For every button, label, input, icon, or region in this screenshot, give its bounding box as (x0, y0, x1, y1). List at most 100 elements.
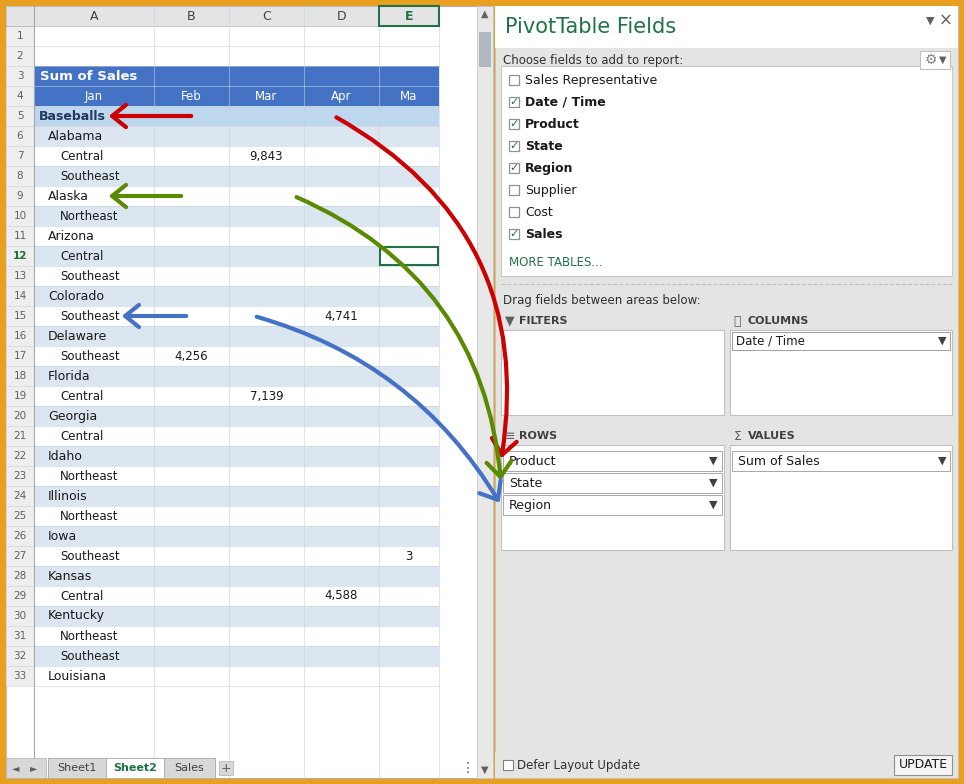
Text: 33: 33 (13, 671, 27, 681)
Bar (34, 406, 439, 426)
Text: 25: 25 (13, 511, 27, 521)
Text: ×: × (939, 12, 953, 30)
Text: 22: 22 (13, 451, 27, 461)
Text: Alaska: Alaska (48, 190, 89, 202)
Bar (34, 46, 439, 66)
Bar (6, 46, 34, 66)
Bar (34, 626, 439, 646)
Text: 11: 11 (13, 231, 27, 241)
Bar (34, 306, 439, 326)
Bar (34, 466, 439, 486)
Text: Sales Representative: Sales Representative (525, 74, 657, 86)
Bar (6, 26, 34, 46)
Bar (34, 246, 439, 266)
Text: 18: 18 (13, 371, 27, 381)
Bar (34, 326, 439, 346)
Bar (34, 606, 439, 626)
Bar (34, 666, 439, 686)
Text: ✓: ✓ (509, 229, 519, 239)
Bar (34, 66, 439, 86)
Text: 7: 7 (16, 151, 23, 161)
Text: Sum of Sales: Sum of Sales (737, 455, 819, 467)
Bar (34, 566, 439, 586)
Bar (509, 185, 519, 195)
Text: ≡: ≡ (505, 430, 516, 442)
Bar (501, 445, 724, 550)
Text: Date / Time: Date / Time (525, 96, 605, 108)
Text: 3: 3 (16, 71, 23, 81)
Bar (6, 466, 34, 486)
Text: Central: Central (60, 430, 103, 442)
Text: 2: 2 (16, 51, 23, 61)
Text: Central: Central (60, 249, 103, 263)
Bar (34, 206, 439, 226)
Bar (495, 6, 958, 778)
Bar (34, 546, 439, 566)
Text: 7,139: 7,139 (250, 390, 283, 402)
Text: Feb: Feb (181, 89, 201, 103)
Text: ◄: ◄ (13, 763, 19, 773)
Text: Arizona: Arizona (48, 230, 94, 242)
Text: Southeast: Southeast (60, 270, 120, 282)
Text: 12: 12 (13, 251, 27, 261)
Text: ⚙: ⚙ (924, 53, 937, 67)
Bar (34, 586, 439, 606)
Text: 8: 8 (16, 171, 23, 181)
Text: Region: Region (509, 499, 552, 511)
Text: 21: 21 (13, 431, 27, 441)
Bar (6, 486, 34, 506)
Text: 1: 1 (16, 31, 23, 41)
Text: ✓: ✓ (509, 141, 519, 151)
Bar (6, 6, 34, 26)
Bar (6, 346, 34, 366)
Bar (503, 451, 721, 471)
Bar (894, 755, 952, 775)
Text: Delaware: Delaware (48, 329, 107, 343)
Bar (6, 186, 34, 206)
Bar (6, 646, 34, 666)
Text: ✓: ✓ (509, 163, 519, 173)
Text: Southeast: Southeast (60, 169, 120, 183)
Text: ▼: ▼ (710, 500, 718, 510)
Bar (6, 66, 34, 86)
Text: Florida: Florida (48, 369, 91, 383)
Text: Louisiana: Louisiana (48, 670, 107, 683)
Text: 16: 16 (13, 331, 27, 341)
Text: ▼: ▼ (938, 456, 947, 466)
Text: 3: 3 (405, 550, 413, 562)
Text: Kentucky: Kentucky (48, 609, 105, 622)
Text: Defer Layout Update: Defer Layout Update (517, 758, 640, 771)
Text: Choose fields to add to report:: Choose fields to add to report: (503, 53, 683, 67)
FancyArrowPatch shape (297, 197, 512, 477)
Bar (6, 406, 34, 426)
Bar (34, 386, 439, 406)
Bar (6, 506, 34, 526)
Bar (34, 526, 439, 546)
Bar (920, 51, 950, 69)
Bar (34, 126, 439, 146)
Text: 17: 17 (13, 351, 27, 361)
Text: Idaho: Idaho (48, 449, 83, 463)
Bar (6, 126, 34, 146)
Bar (477, 6, 493, 778)
Text: Sheet2: Sheet2 (113, 763, 157, 773)
Text: Product: Product (525, 118, 579, 130)
Text: ▼: ▼ (710, 478, 718, 488)
Bar (732, 451, 950, 471)
Bar (34, 106, 439, 126)
Text: Illinois: Illinois (48, 489, 88, 503)
Text: ▼: ▼ (938, 336, 947, 346)
Text: Central: Central (60, 150, 103, 162)
Bar (6, 6, 493, 778)
Text: Southeast: Southeast (60, 550, 120, 562)
Bar (34, 446, 439, 466)
Text: 4,741: 4,741 (325, 310, 359, 322)
Text: ✓: ✓ (509, 97, 519, 107)
Text: 9,843: 9,843 (250, 150, 283, 162)
Bar (6, 326, 34, 346)
Bar (503, 760, 513, 770)
Bar (6, 206, 34, 226)
Text: ▼: ▼ (925, 16, 934, 26)
Bar (509, 207, 519, 217)
Text: 6: 6 (16, 131, 23, 141)
